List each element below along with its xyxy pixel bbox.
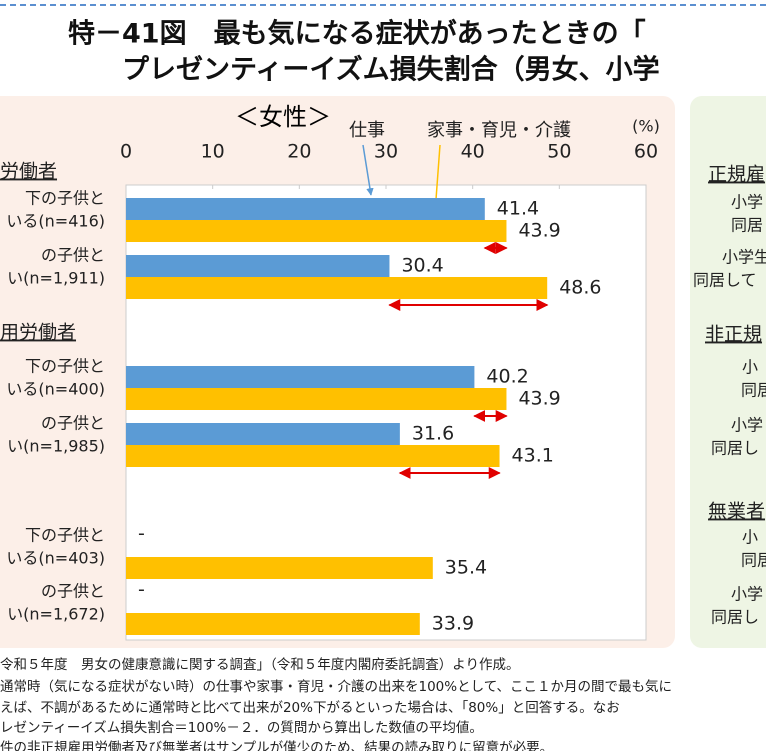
x-tick-label: 0 [120, 141, 132, 163]
value-label: 43.1 [512, 445, 554, 467]
bar [126, 366, 475, 388]
bar [126, 557, 433, 579]
category-label: い(n=1,985) [7, 437, 105, 456]
x-tick-label: 50 [547, 141, 571, 163]
bar [126, 613, 420, 635]
category-label: 同居し [711, 608, 759, 627]
group-label: 非正規 [705, 324, 762, 346]
note: レゼンティーイズム損失割合＝100%－２．の質問から算出した数値の平均値。 [0, 719, 483, 736]
legend-label: 家事・育児・介護 [427, 120, 571, 141]
value-label: 43.9 [518, 220, 560, 242]
category-label: 同居して [693, 271, 757, 290]
category-label: 下の子供と [25, 526, 105, 545]
note: えば、不調があるために通常時と比べて出来が20%下がるといった場合は、「80%」… [0, 699, 620, 716]
note: 件の非正規雇用労働者及び無業者はサンプルが僅少のため、結果の読み取りに留意が必要… [0, 739, 553, 751]
category-label: い(n=1,672) [7, 605, 105, 624]
bar [126, 277, 548, 299]
category-label: の子供と [41, 582, 105, 601]
note: 令和５年度 男女の健康意識に関する調査」（令和５年度内閣府委託調査）より作成。 [0, 656, 519, 673]
group-label: 無業者 [708, 501, 765, 523]
bar [126, 445, 500, 467]
value-label: 48.6 [559, 277, 601, 299]
category-label: 同居 [741, 381, 766, 400]
category-label: いる(n=403) [6, 549, 105, 568]
x-tick-label: 10 [201, 141, 225, 163]
category-label: い(n=1,911) [7, 269, 105, 288]
value-label: 30.4 [401, 255, 443, 277]
value-label: 33.9 [432, 613, 474, 635]
group-label: 労働者 [0, 161, 57, 183]
x-tick-label: 60 [634, 141, 658, 163]
bar [126, 423, 400, 445]
group-label: 用労働者 [0, 322, 76, 344]
category-label: 小学 [731, 193, 763, 212]
value-label: - [138, 523, 145, 545]
category-label: いる(n=416) [6, 212, 105, 231]
category-label: 小 [742, 358, 758, 377]
value-label: 35.4 [445, 557, 487, 579]
value-label: 41.4 [497, 198, 539, 220]
bar [126, 220, 507, 242]
value-label: - [138, 579, 145, 601]
x-tick-label: 30 [374, 141, 398, 163]
note: 通常時（気になる症状がない時）の仕事や家事・育児・介護の出来を100%として、こ… [0, 678, 672, 695]
category-label: 小学 [731, 416, 763, 435]
legend-label: 仕事 [349, 120, 385, 141]
x-tick-label: 20 [287, 141, 311, 163]
x-tick-label: 40 [461, 141, 485, 163]
bar [126, 198, 485, 220]
group-label: 正規雇 [708, 164, 765, 186]
category-label: 同居し [711, 439, 759, 458]
unit-label: (%) [632, 117, 660, 136]
title: 特－41図 最も気になる症状があったときの「 [68, 18, 646, 50]
category-label: 小学生 [722, 248, 766, 267]
subtitle: ＜女性＞ [235, 103, 331, 131]
legend-pointer [362, 144, 374, 196]
category-label: 同居 [741, 551, 766, 570]
title: プレゼンティーイズム損失割合（男女、小学 [122, 54, 660, 86]
category-label: いる(n=400) [6, 380, 105, 399]
category-label: 小 [742, 528, 758, 547]
bar [126, 255, 390, 277]
category-label: 下の子供と [25, 357, 105, 376]
category-label: の子供と [41, 414, 105, 433]
value-label: 40.2 [486, 366, 528, 388]
value-label: 31.6 [412, 423, 454, 445]
panel-right [690, 96, 766, 648]
category-label: 小学 [731, 585, 763, 604]
category-label: の子供と [41, 246, 105, 265]
category-label: 下の子供と [25, 189, 105, 208]
bar [126, 388, 507, 410]
category-label: 同居 [731, 216, 763, 235]
value-label: 43.9 [518, 388, 560, 410]
